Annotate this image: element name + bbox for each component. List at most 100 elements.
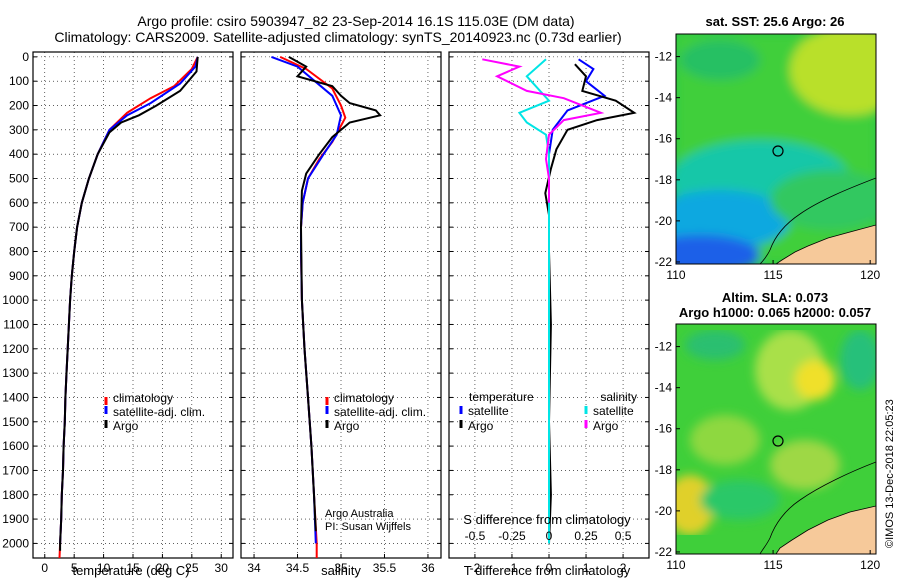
sla-map-image [676,324,876,554]
map-y-tick-label: -18 [655,463,673,477]
sst-map-frame [675,33,877,265]
legend-label-climatology: climatology [334,391,394,405]
depth-tick-label: 2000 [2,536,29,550]
depth-tick-label: 400 [9,147,29,161]
sst-map-title: sat. SST: 25.6 Argo: 26 [706,14,845,29]
salinity-legend: climatology satellite-adj. clim. Argo [325,391,426,433]
depth-tick-label: 1700 [2,463,29,477]
x-tick-label: -1 [507,561,518,575]
depth-tick-label: 600 [9,196,29,210]
x-tick-label: 10 [97,561,111,575]
depth-tick-label: 1900 [2,512,29,526]
map-x-tick-label: 110 [666,558,685,572]
map-y-tick-label: -16 [655,422,673,436]
legend-label-sal-satellite: satellite [593,404,634,418]
series-line-argo [59,56,199,551]
map-y-tick-label: -22 [655,545,673,559]
temperature-xlabel: temperature (deg C) [72,563,189,578]
map-y-tick-label: -16 [655,132,673,146]
footer-timestamp: ©IMOS 13-Dec-2018 22:05:23 [884,399,896,548]
salinity-xticks: 34 34.5 35 35.5 36 [247,561,435,575]
figure-title-line1: Argo profile: csiro 5903947_82 23-Sep-20… [137,13,574,29]
sla-map-title1: Altim. SLA: 0.073 [722,290,828,305]
depth-tick-label: 1000 [2,293,29,307]
depth-tick-label: 200 [9,99,29,113]
map-x-tick-label: 120 [860,558,880,572]
x-tick-label: 15 [126,561,140,575]
sst-map: sat. SST: 25.6 Argo: 26 110 115 120 -12 -14 -… [655,14,881,282]
depth-tick-label: 700 [9,220,29,234]
depth-axis-labels: 0 100 200 300 400 500 600 700 800 900 1000 1100 1200… [2,50,29,551]
sst-profile-marker [772,145,784,157]
map-y-tick-label: -12 [655,340,673,354]
depth-tick-label: 100 [9,74,29,88]
series-line-salinity-satellite [517,58,551,544]
depth-tick-label: 500 [9,172,29,186]
x-tick-label: 5 [71,561,78,575]
sla-map-ticks: 110 115 120 -12 -14 -16 -18 -20 -22 [655,340,881,572]
map-y-tick-label: -20 [655,214,673,228]
top-x-tick-label: -0.5 [465,529,486,543]
x-tick-label: 36 [421,561,435,575]
x-tick-label: 1 [583,561,590,575]
difference-xlabel: T difference from climatology [464,563,631,578]
depth-tick-label: 1100 [3,317,29,331]
series-line-salinity-argo [482,58,605,203]
x-tick-label: 34.5 [286,561,310,575]
depth-tick-label: 900 [9,269,29,283]
x-tick-label: 20 [156,561,170,575]
sst-map-ticks: 110 115 120 -12 -14 -16 -18 -20 -22 [655,50,881,282]
depth-tick-label: 0 [22,50,29,64]
sst-color-field [676,34,876,264]
x-tick-label: 30 [215,561,229,575]
legend-label-climatology: climatology [113,391,173,405]
difference-lines [482,58,637,544]
difference-top-xticks: -0.5 -0.25 0 0.25 0.5 [465,529,632,543]
legend-label-satellite: satellite-adj. clim. [334,405,426,419]
top-x-tick-label: -0.25 [498,529,526,543]
salinity-grid [241,52,441,558]
map-x-tick-label: 120 [860,268,880,282]
sst-map-image [676,34,876,264]
sla-isobath [759,461,876,554]
depth-tick-label: 800 [9,244,29,258]
difference-panel: -2 -1 0 1 2 -0.5 -0.25 0 0.25 0.5 S difference f… [448,51,650,578]
temperature-lines [58,56,199,559]
sla-map: Altim. SLA: 0.073 Argo h1000: 0.065 h200… [655,290,881,572]
legend-title-salinity: salinity [600,390,637,404]
map-y-tick-label: -14 [655,91,673,105]
temperature-panel: 0 5 10 15 20 25 30 temperature (deg C) climato… [32,51,234,578]
temperature-legend: climatology satellite-adj. clim. Argo [104,391,205,433]
map-y-tick-label: -18 [655,173,673,187]
x-tick-label: 35 [334,561,348,575]
sla-profile-marker [772,435,784,447]
legend-label-argo: Argo [334,419,360,433]
sst-land [775,224,876,264]
series-line-argo [288,56,382,532]
map-x-tick-label: 115 [764,558,783,572]
salinity-xlabel: salinity [321,563,361,578]
x-tick-label: 35.5 [373,561,397,575]
salinity-lines [271,55,382,558]
depth-tick-label: 1600 [2,439,29,453]
legend-label-temp-satellite: satellite [468,404,509,418]
temperature-xticks: 0 5 10 15 20 25 30 [41,561,228,575]
top-x-tick-label: 0 [546,529,553,543]
legend-label-argo: Argo [113,419,139,433]
difference-xticks: -2 -1 0 1 2 [470,561,627,575]
map-y-tick-label: -20 [655,504,673,518]
x-tick-label: -2 [470,561,481,575]
credit-line2: PI: Susan Wijffels [325,521,411,533]
figure-title-line2: Climatology: CARS2009. Satellite-adjuste… [54,29,621,45]
sst-isobath [759,177,876,264]
map-y-tick-label: -12 [655,50,673,64]
credit-line1: Argo Australia [325,508,394,520]
depth-tick-label: 1800 [2,488,29,502]
legend-title-temperature: temperature [469,390,534,404]
top-x-tick-label: 0.25 [574,529,598,543]
legend-label-temp-argo: Argo [468,419,494,433]
depth-tick-label: 300 [9,123,29,137]
sla-color-field [676,330,876,535]
map-y-tick-label: -22 [655,255,673,269]
